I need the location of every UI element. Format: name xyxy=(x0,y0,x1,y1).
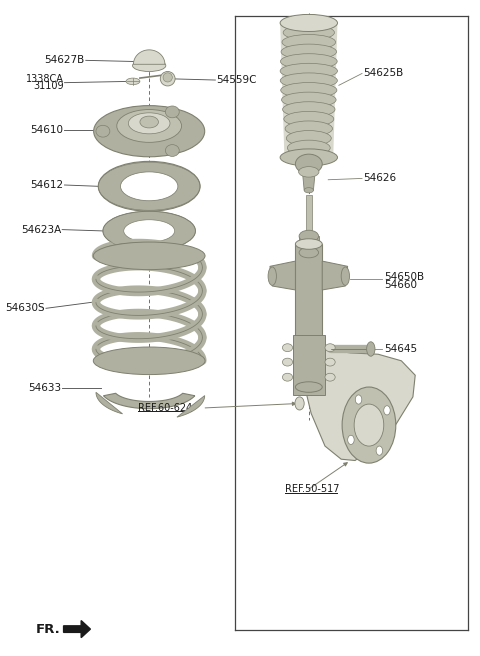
Ellipse shape xyxy=(304,188,313,193)
Ellipse shape xyxy=(132,60,166,72)
Polygon shape xyxy=(303,349,415,461)
Ellipse shape xyxy=(166,106,179,118)
Circle shape xyxy=(348,436,354,445)
Bar xyxy=(306,195,312,239)
Circle shape xyxy=(355,395,362,404)
Text: 54612: 54612 xyxy=(30,180,63,190)
Ellipse shape xyxy=(124,220,175,242)
Ellipse shape xyxy=(282,344,293,352)
Ellipse shape xyxy=(288,150,329,165)
Polygon shape xyxy=(177,396,204,417)
Polygon shape xyxy=(63,621,90,638)
Ellipse shape xyxy=(93,347,205,375)
Ellipse shape xyxy=(282,35,336,50)
Text: 54630S: 54630S xyxy=(5,303,45,314)
Ellipse shape xyxy=(288,140,330,155)
Ellipse shape xyxy=(285,121,333,136)
Ellipse shape xyxy=(299,167,319,177)
Text: 54626: 54626 xyxy=(363,173,396,184)
Ellipse shape xyxy=(96,125,110,137)
Text: 54633: 54633 xyxy=(28,383,61,394)
Ellipse shape xyxy=(283,102,335,117)
Text: 54650B: 54650B xyxy=(384,272,424,282)
Ellipse shape xyxy=(281,83,337,98)
Circle shape xyxy=(376,446,383,455)
Ellipse shape xyxy=(284,112,334,127)
Ellipse shape xyxy=(325,344,335,352)
Ellipse shape xyxy=(160,72,175,86)
Ellipse shape xyxy=(285,15,333,31)
Ellipse shape xyxy=(280,14,337,31)
Text: 54660: 54660 xyxy=(384,280,417,291)
Ellipse shape xyxy=(281,92,336,108)
Text: 54625B: 54625B xyxy=(363,68,404,79)
Ellipse shape xyxy=(98,161,200,211)
Ellipse shape xyxy=(325,358,335,366)
Ellipse shape xyxy=(341,267,349,285)
Ellipse shape xyxy=(299,230,319,242)
Ellipse shape xyxy=(282,358,293,366)
Polygon shape xyxy=(104,393,195,409)
Text: 54610: 54610 xyxy=(31,125,63,135)
Ellipse shape xyxy=(166,144,179,156)
Circle shape xyxy=(295,397,304,410)
Ellipse shape xyxy=(140,116,158,128)
Polygon shape xyxy=(270,261,295,290)
Ellipse shape xyxy=(283,25,335,40)
Ellipse shape xyxy=(281,44,336,60)
Circle shape xyxy=(342,387,396,463)
Bar xyxy=(293,335,324,395)
Polygon shape xyxy=(322,261,348,290)
Ellipse shape xyxy=(282,373,293,381)
Ellipse shape xyxy=(280,54,337,69)
Text: 54645: 54645 xyxy=(384,344,417,354)
Ellipse shape xyxy=(93,242,205,270)
Text: 1338CA: 1338CA xyxy=(26,73,63,84)
Text: 54559C: 54559C xyxy=(216,75,257,85)
Text: FR.: FR. xyxy=(36,623,60,636)
Polygon shape xyxy=(96,392,122,414)
Ellipse shape xyxy=(299,247,319,258)
Ellipse shape xyxy=(280,149,337,166)
Ellipse shape xyxy=(295,239,322,249)
Ellipse shape xyxy=(280,73,337,89)
Ellipse shape xyxy=(103,211,195,251)
Ellipse shape xyxy=(287,131,331,146)
Ellipse shape xyxy=(295,382,322,392)
Ellipse shape xyxy=(367,342,375,356)
Text: 31109: 31109 xyxy=(33,81,63,91)
Text: REF.60-624: REF.60-624 xyxy=(138,403,192,413)
Ellipse shape xyxy=(94,106,204,157)
Ellipse shape xyxy=(295,154,322,174)
Ellipse shape xyxy=(120,172,178,201)
Bar xyxy=(299,236,319,253)
Text: 54627B: 54627B xyxy=(44,55,84,66)
Bar xyxy=(295,244,322,387)
Polygon shape xyxy=(280,23,337,157)
Text: REF.50-517: REF.50-517 xyxy=(285,484,339,495)
Circle shape xyxy=(384,405,390,415)
Circle shape xyxy=(354,404,384,446)
Polygon shape xyxy=(133,50,165,64)
Ellipse shape xyxy=(128,113,170,134)
Ellipse shape xyxy=(325,373,335,381)
Ellipse shape xyxy=(117,110,181,142)
Ellipse shape xyxy=(126,78,140,85)
Text: 54623A: 54623A xyxy=(21,224,61,235)
Polygon shape xyxy=(302,171,315,190)
Ellipse shape xyxy=(268,267,276,285)
Ellipse shape xyxy=(163,73,172,82)
Ellipse shape xyxy=(280,64,337,79)
